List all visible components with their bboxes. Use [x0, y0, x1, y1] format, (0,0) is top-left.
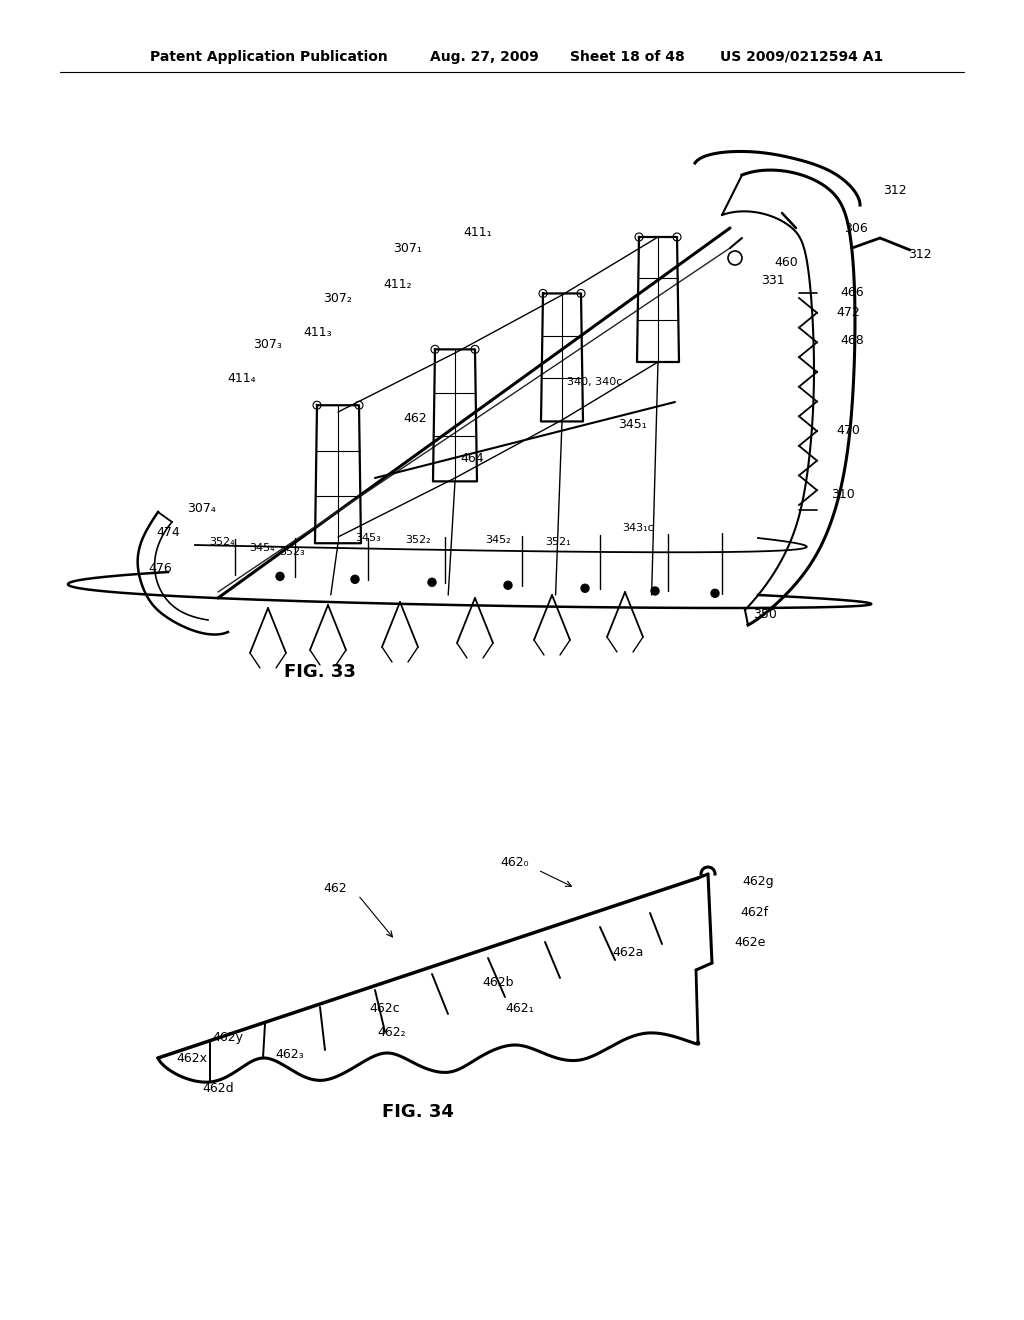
Text: 462₃: 462₃ — [275, 1048, 304, 1061]
Circle shape — [276, 573, 284, 581]
Text: 462₂: 462₂ — [378, 1026, 407, 1039]
Text: 462: 462 — [324, 882, 347, 895]
Text: 345₁: 345₁ — [617, 418, 646, 432]
Text: 462c: 462c — [370, 1002, 400, 1015]
Text: 343₁ᴄ: 343₁ᴄ — [623, 523, 654, 533]
Text: 352₂: 352₂ — [406, 535, 431, 545]
Circle shape — [581, 585, 589, 593]
Text: 462x: 462x — [176, 1052, 208, 1064]
Text: FIG. 34: FIG. 34 — [382, 1104, 454, 1121]
Text: 307₄: 307₄ — [187, 502, 216, 515]
Text: 460: 460 — [774, 256, 798, 268]
Text: 340, 340ᴄ: 340, 340ᴄ — [567, 378, 623, 387]
Text: 345₃: 345₃ — [355, 533, 381, 543]
Text: 462₀: 462₀ — [501, 855, 529, 869]
Text: 345₄: 345₄ — [249, 543, 274, 553]
Text: 310: 310 — [831, 488, 855, 502]
Text: 462e: 462e — [734, 936, 766, 949]
Text: 462a: 462a — [612, 945, 644, 958]
Text: 462₁: 462₁ — [506, 1002, 535, 1015]
Text: 411₃: 411₃ — [304, 326, 333, 338]
Circle shape — [351, 576, 359, 583]
Text: 331: 331 — [761, 273, 784, 286]
Text: 411₂: 411₂ — [384, 279, 413, 292]
Text: US 2009/0212594 A1: US 2009/0212594 A1 — [720, 50, 884, 63]
Text: 411₁: 411₁ — [464, 226, 493, 239]
Text: Patent Application Publication: Patent Application Publication — [150, 50, 388, 63]
Text: 307₂: 307₂ — [324, 292, 352, 305]
Text: 307₃: 307₃ — [254, 338, 283, 351]
Text: 464: 464 — [460, 451, 483, 465]
Text: 307₁: 307₁ — [393, 242, 423, 255]
Text: 312: 312 — [883, 183, 907, 197]
Circle shape — [711, 589, 719, 598]
Text: 462f: 462f — [740, 906, 768, 919]
Text: 462: 462 — [403, 412, 427, 425]
Text: 306: 306 — [844, 222, 868, 235]
Text: 352₄: 352₄ — [209, 537, 234, 546]
Text: 468: 468 — [840, 334, 864, 346]
Text: 462d: 462d — [202, 1081, 233, 1094]
Text: 466: 466 — [840, 285, 864, 298]
Circle shape — [504, 581, 512, 589]
Circle shape — [428, 578, 436, 586]
Text: 470: 470 — [836, 424, 860, 437]
Text: 472: 472 — [837, 305, 860, 318]
Circle shape — [651, 587, 659, 595]
Text: 352₃: 352₃ — [280, 546, 305, 557]
Text: 462y: 462y — [213, 1031, 244, 1044]
Text: 350: 350 — [753, 609, 777, 622]
Text: 474: 474 — [156, 525, 180, 539]
Text: Sheet 18 of 48: Sheet 18 of 48 — [570, 50, 685, 63]
Text: 476: 476 — [148, 561, 172, 574]
Text: 462b: 462b — [482, 975, 514, 989]
Text: 312: 312 — [908, 248, 932, 261]
Text: 352₁: 352₁ — [545, 537, 570, 546]
Text: 462g: 462g — [742, 875, 774, 888]
Text: 345₂: 345₂ — [485, 535, 511, 545]
Text: 411₄: 411₄ — [227, 371, 256, 384]
Text: Aug. 27, 2009: Aug. 27, 2009 — [430, 50, 539, 63]
Text: FIG. 33: FIG. 33 — [284, 663, 356, 681]
